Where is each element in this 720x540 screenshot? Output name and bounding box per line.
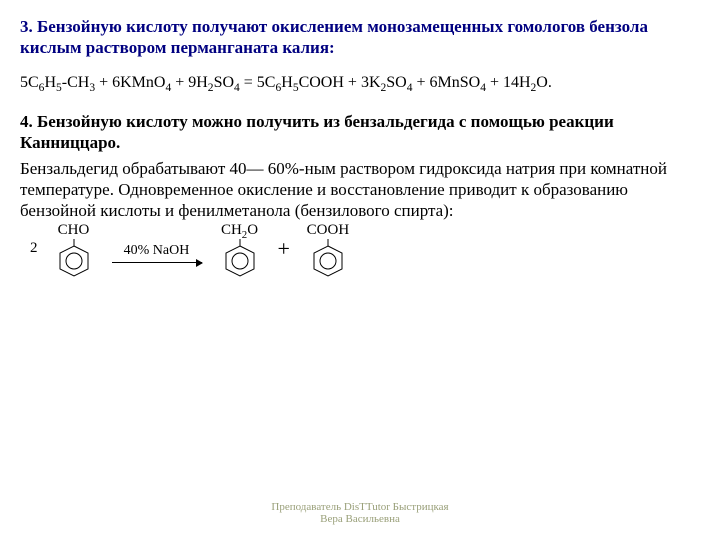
- benzaldehyde-molecule: CHO: [52, 221, 96, 283]
- arrow-line-icon: [112, 262, 202, 263]
- section4-body: Бензальдегид обрабатывают 40— 60%-ным ра…: [20, 158, 700, 222]
- reaction-arrow: 40% NaOH: [112, 242, 202, 263]
- footer-line2: Вера Васильевна: [0, 513, 720, 526]
- section3-equation: 5C6H5-CH3 + 6KMnO4 + 9H2SO4 = 5C6H5COOH …: [20, 73, 700, 96]
- benzene-ring-icon: [218, 239, 262, 283]
- group-ch2o: CH2O: [221, 221, 258, 239]
- footer-line1: Преподаватель DisTTutor Быстрицкая: [0, 501, 720, 514]
- benzene-ring-icon: [306, 239, 350, 283]
- group-cooh: COOH: [307, 221, 350, 239]
- group-cho: CHO: [58, 221, 90, 239]
- benzyl-alcohol-molecule: CH2O: [218, 221, 262, 283]
- section3-heading: 3. Бензойную кислоту получают окислением…: [20, 16, 700, 59]
- cannizzaro-reaction: 2 CHO 40% NaOH CH2O + COOH: [30, 221, 700, 283]
- footer: Преподаватель DisTTutor Быстрицкая Вера …: [0, 501, 720, 526]
- section4-heading: 4. Бензойную кислоту можно получить из б…: [20, 111, 700, 154]
- arrow-label: 40% NaOH: [124, 242, 190, 260]
- plus-sign: +: [278, 235, 290, 263]
- coefficient: 2: [30, 239, 38, 258]
- benzoic-acid-molecule: COOH: [306, 221, 350, 283]
- benzene-ring-icon: [52, 239, 96, 283]
